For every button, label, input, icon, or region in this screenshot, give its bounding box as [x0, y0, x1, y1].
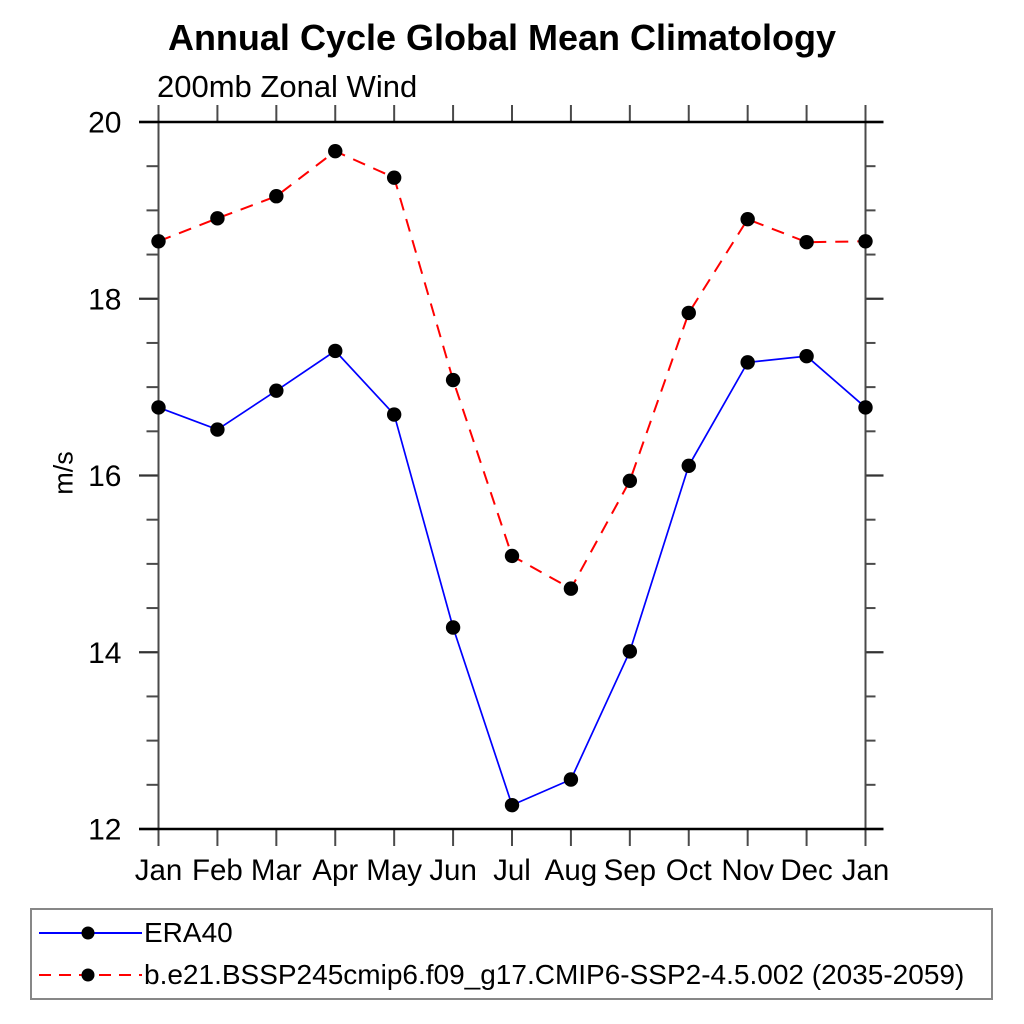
model-line [158, 150, 866, 590]
x-tick-label: Jul [493, 854, 531, 887]
legend-label-era40: ERA40 [144, 916, 233, 948]
data-point-marker [740, 355, 755, 370]
data-point-marker [328, 343, 343, 359]
x-tick-label: Nov [721, 854, 774, 887]
legend-label-model: b.e21.BSSP245cmip6.f09_g17.CMIP6-SSP2-4.… [144, 959, 965, 991]
data-point-marker [386, 407, 402, 422]
data-point-marker [681, 305, 696, 321]
era40-line [158, 349, 867, 807]
x-tick-label: Jan [842, 854, 890, 887]
legend: ERA40 b.e21.BSSP245cmip6.f09_g17.CMIP6-S… [30, 908, 993, 1000]
data-point-marker [799, 234, 814, 250]
data-point-marker [151, 234, 166, 249]
data-point-marker [269, 383, 284, 398]
x-tick-label: May [366, 854, 422, 887]
data-point-marker [445, 372, 461, 388]
x-tick-label: Sep [604, 854, 657, 887]
data-point-marker [681, 458, 696, 473]
legend-sample-marker [81, 968, 95, 982]
data-point-marker [622, 644, 638, 659]
legend-sample-marker [81, 926, 95, 940]
x-tick-label: Feb [192, 854, 243, 887]
chart-title: Annual Cycle Global Mean Climatology [167, 17, 837, 58]
model-line-sample [39, 968, 142, 982]
data-point-marker [563, 772, 579, 787]
y-tick-label: 20 [88, 107, 121, 140]
x-tick-label: Dec [780, 854, 832, 887]
data-point-marker [799, 348, 814, 364]
x-tick-label: Aug [545, 854, 598, 887]
data-point-marker [740, 212, 755, 227]
data-point-marker [151, 400, 166, 415]
data-point-marker [386, 170, 402, 185]
data-point-marker [858, 400, 873, 415]
data-point-marker [328, 143, 343, 159]
y-tick-label: 12 [88, 814, 121, 847]
data-point-marker [269, 189, 284, 204]
x-tick-label: Jun [429, 854, 477, 887]
y-tick-label: 18 [88, 283, 121, 316]
legend-item-model: b.e21.BSSP245cmip6.f09_g17.CMIP6-SSP2-4.… [38, 955, 991, 995]
x-tick-label: Apr [312, 854, 358, 887]
data-point-marker [504, 797, 520, 813]
data-point-marker [445, 620, 461, 635]
era40-line-sample [39, 926, 142, 940]
y-tick-label: 16 [88, 460, 121, 493]
x-tick-label: Mar [251, 854, 302, 887]
x-tick-label: Oct [666, 854, 712, 887]
data-point-marker [622, 473, 638, 489]
data-point-marker [563, 581, 579, 596]
legend-item-era40: ERA40 [38, 913, 991, 953]
data-point-marker [504, 548, 520, 564]
x-tick-label: Jan [135, 854, 183, 887]
y-tick-label: 14 [88, 637, 121, 670]
data-point-marker [210, 422, 225, 437]
chart-subtitle: 200mb Zonal Wind [157, 69, 418, 104]
data-point-marker [210, 211, 225, 226]
data-point-marker [858, 234, 873, 249]
